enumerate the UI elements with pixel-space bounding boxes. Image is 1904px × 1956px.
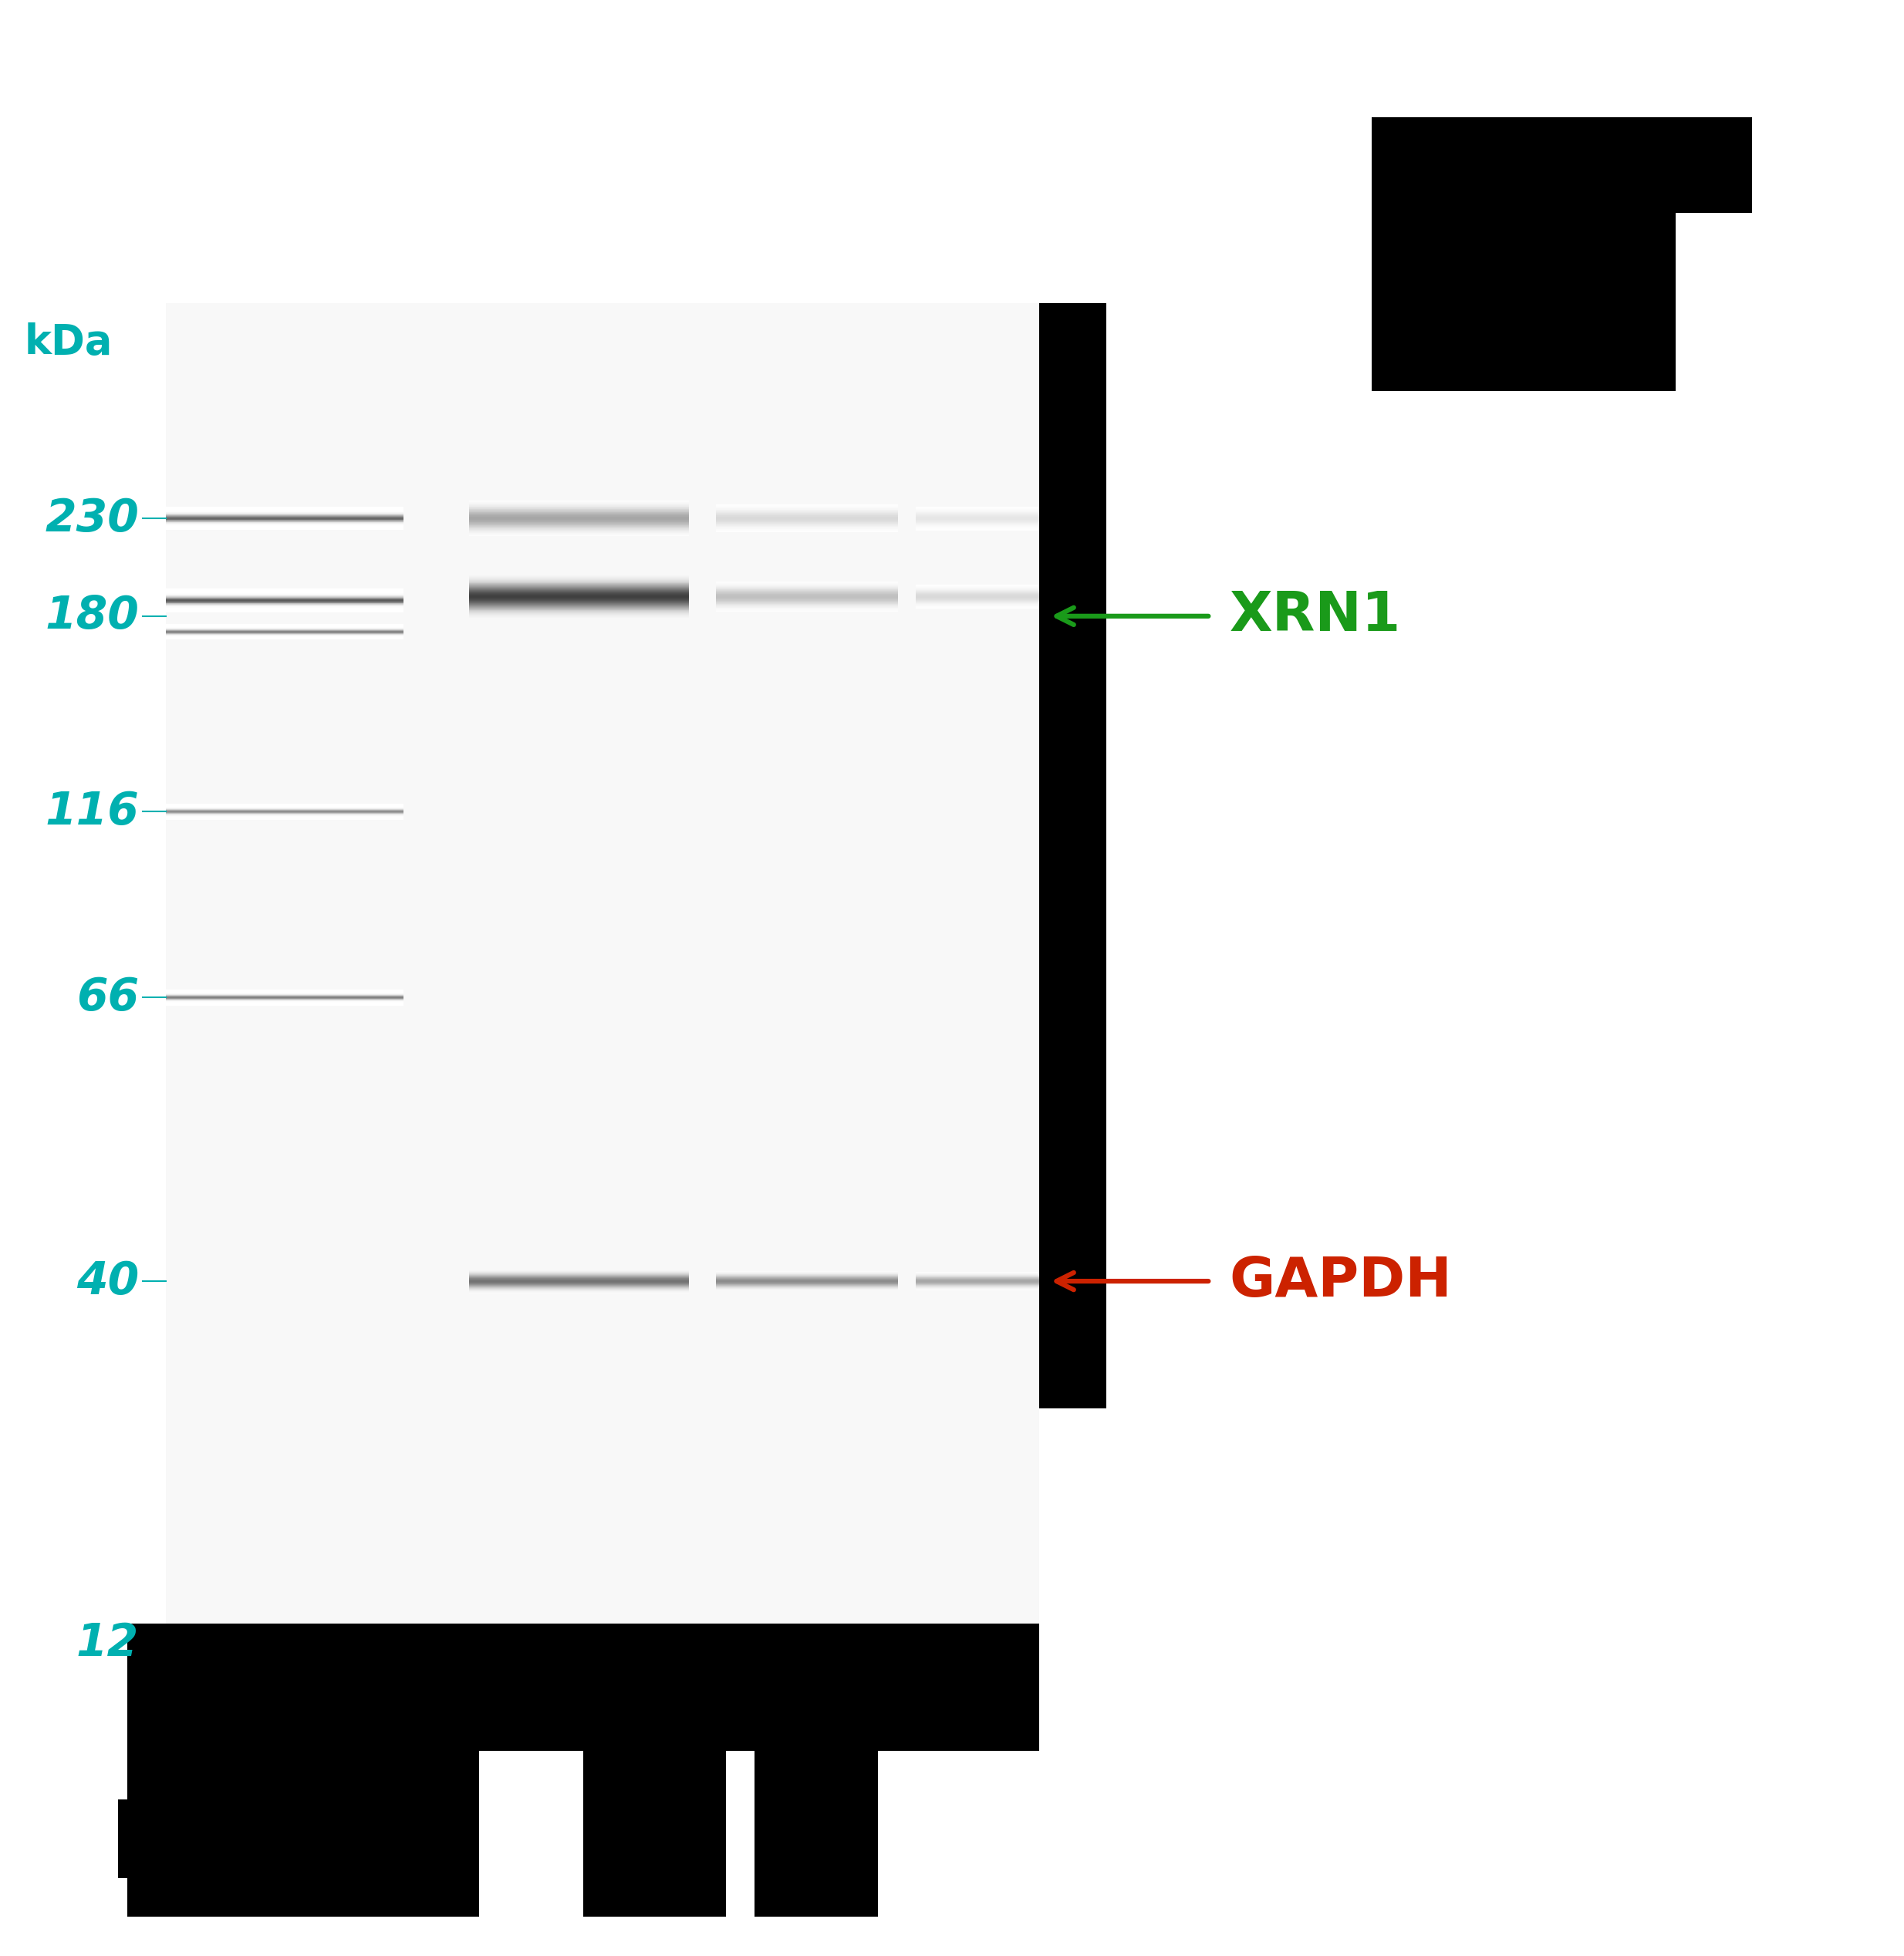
Bar [1373,117,1676,391]
Bar [1040,303,1106,1408]
Bar [585,1721,725,1917]
Text: 40: 40 [76,1260,139,1303]
Text: GAPDH: GAPDH [1230,1254,1453,1309]
Text: 66: 66 [76,976,139,1019]
Bar [166,303,1040,1712]
Text: XRN1: XRN1 [1230,589,1401,644]
Text: 12: 12 [76,1622,139,1665]
Bar [118,1800,394,1878]
Bar [1676,117,1752,213]
Bar [128,1623,1040,1751]
Text: 116: 116 [46,790,139,833]
Text: 230: 230 [46,497,139,540]
Text: kDa: kDa [25,323,112,362]
Bar [128,1721,480,1917]
Text: 180: 180 [46,595,139,638]
Bar [754,1721,878,1917]
